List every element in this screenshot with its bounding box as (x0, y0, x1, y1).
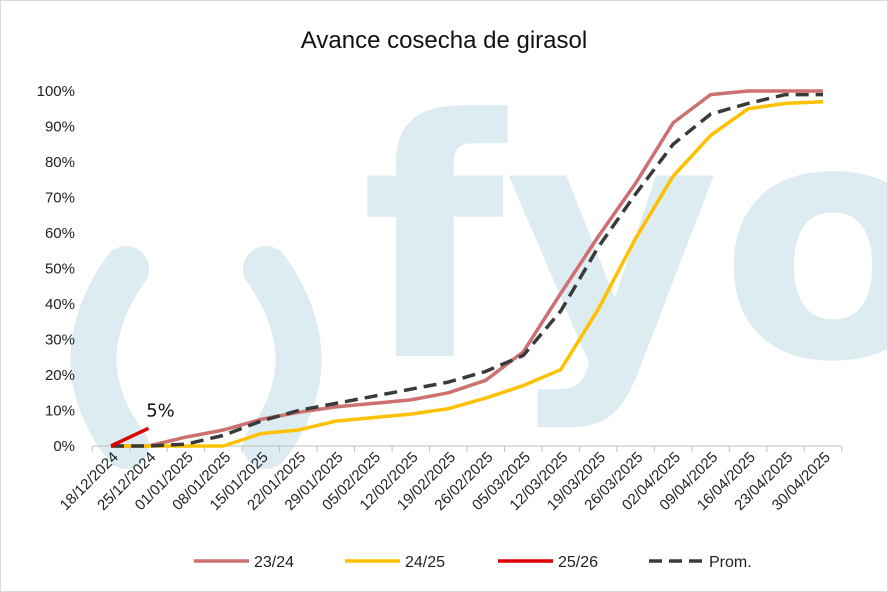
legend-label: Prom. (709, 554, 752, 571)
y-tick-label: 70% (45, 190, 75, 207)
series-line-2526 (110, 426, 150, 448)
x-axis: 18/12/202425/12/202401/01/202508/01/2025… (57, 445, 843, 514)
y-axis: 0% 10% 20% 30% 40% 50% 60% 70% 80% 90% 100% (37, 83, 75, 455)
y-tick-label: 100% (37, 83, 75, 100)
legend-item: Prom. (649, 554, 752, 571)
y-tick-label: 0% (53, 438, 75, 455)
y-tick-label: 10% (45, 403, 75, 420)
series-line-prom (111, 92, 823, 448)
legend-label: 24/25 (405, 554, 445, 571)
chart-title: Avance cosecha de girasol (301, 27, 587, 54)
watermark-arc-right (243, 246, 322, 469)
watermark-text: fyo (361, 50, 887, 434)
y-tick-label: 20% (45, 367, 75, 384)
y-tick-label: 30% (45, 332, 75, 349)
y-tick-label: 60% (45, 225, 75, 242)
data-label: 5% (146, 400, 175, 421)
legend-item: 23/24 (194, 554, 294, 571)
y-tick-label: 50% (45, 261, 75, 278)
series-line-2324 (111, 89, 823, 448)
series-lines (110, 89, 824, 448)
y-tick-label: 40% (45, 296, 75, 313)
series-line-2425 (111, 99, 824, 448)
annotations: 5% (146, 400, 175, 421)
watermark-arc-left (70, 246, 149, 469)
watermark-logo: fyo (70, 50, 887, 469)
y-tick-label: 80% (45, 154, 75, 171)
legend-label: 25/26 (558, 554, 598, 571)
legend-item: 25/26 (498, 554, 598, 571)
legend-item: 24/25 (345, 554, 445, 571)
legend-label: 23/24 (254, 554, 294, 571)
legend: 23/24 24/25 25/26 Prom. (194, 554, 752, 571)
y-tick-label: 90% (45, 119, 75, 136)
